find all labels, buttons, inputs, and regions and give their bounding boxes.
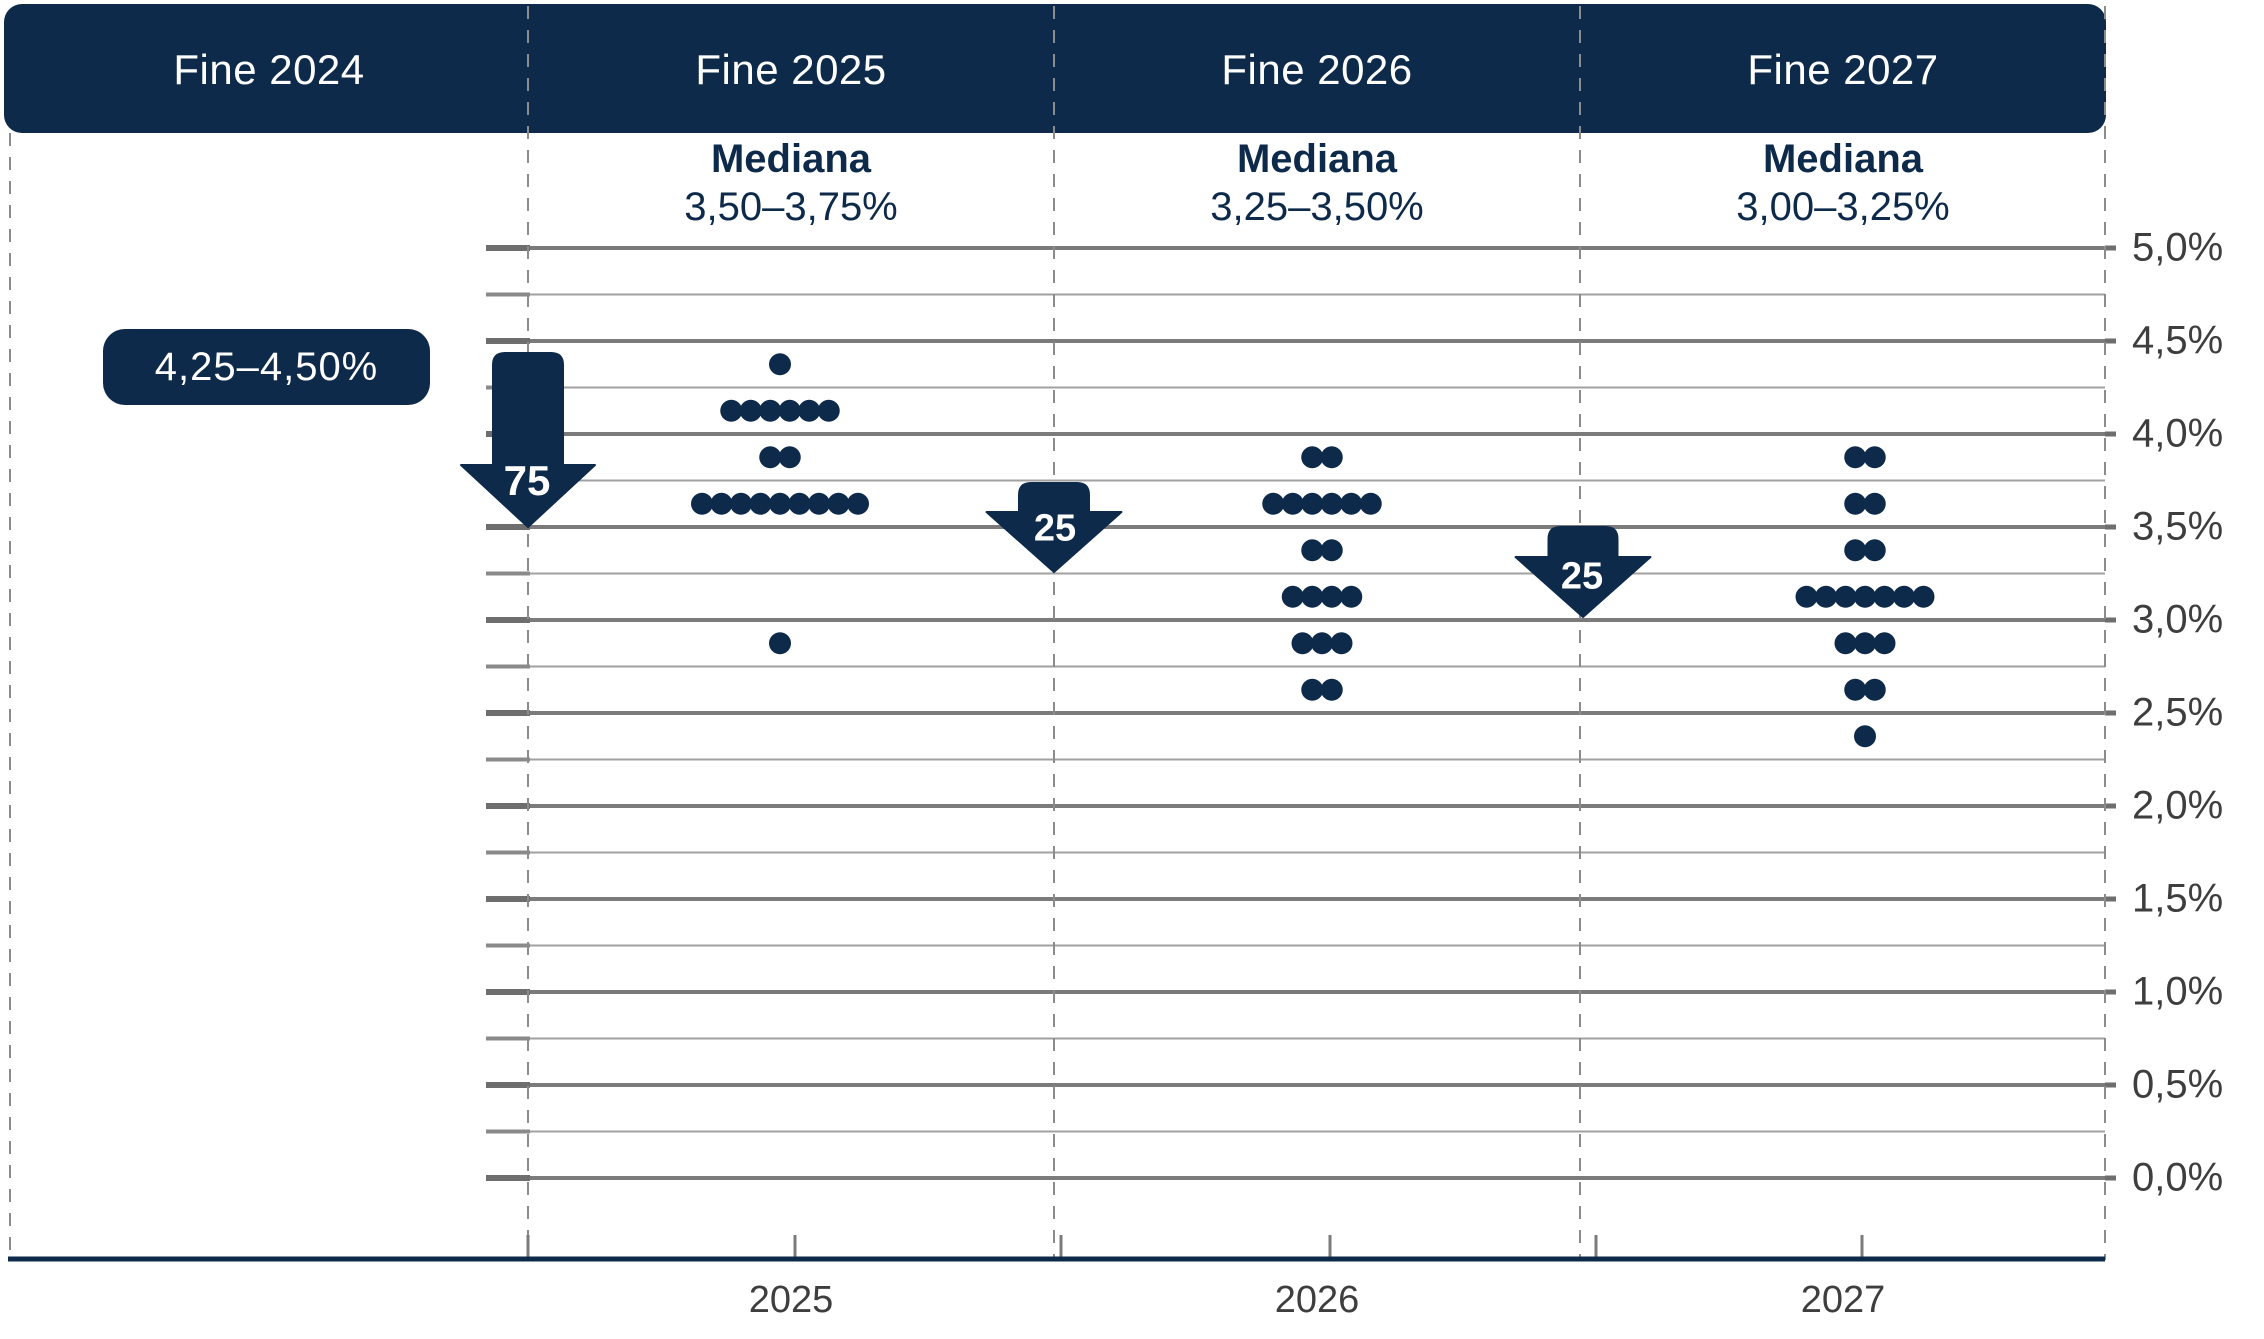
projection-dot bbox=[1311, 632, 1333, 655]
x-axis-label-2027: 2027 bbox=[1800, 1279, 1886, 1321]
projection-dot bbox=[710, 492, 733, 515]
median-range: 3,25–3,50% bbox=[1210, 185, 1424, 229]
y-axis-label: 2,0% bbox=[2132, 783, 2224, 828]
projection-dot bbox=[759, 399, 782, 422]
projection-dot bbox=[1795, 585, 1818, 608]
header-cell-fine-2026: Fine 2026 bbox=[1221, 46, 1413, 93]
rate-cut-down-arrow bbox=[460, 352, 596, 528]
projection-dot bbox=[1320, 446, 1343, 469]
projection-dot bbox=[1912, 585, 1935, 608]
projection-dot bbox=[1854, 632, 1876, 655]
projection-dot bbox=[1262, 492, 1285, 515]
median-title: Mediana bbox=[710, 137, 872, 181]
median-title: Mediana bbox=[1762, 137, 1924, 181]
projection-dot bbox=[1301, 539, 1324, 562]
projection-dot bbox=[1320, 539, 1343, 562]
projection-dot bbox=[759, 446, 782, 469]
x-axis-label-2026: 2026 bbox=[1274, 1279, 1360, 1321]
y-axis-label: 1,0% bbox=[2132, 969, 2224, 1014]
projection-dot bbox=[1320, 492, 1343, 515]
projection-dot bbox=[1854, 725, 1876, 748]
header-cell-fine-2027: Fine 2027 bbox=[1747, 46, 1939, 93]
y-axis-label: 1,5% bbox=[2132, 876, 2224, 921]
rate-cut-down-arrow bbox=[1514, 526, 1652, 618]
arrow-label-25bp-2026: 25 bbox=[1033, 507, 1077, 550]
projection-dot bbox=[1281, 492, 1304, 515]
projection-dot bbox=[1844, 492, 1867, 515]
projection-dot bbox=[769, 632, 791, 655]
y-axis-label: 2,5% bbox=[2132, 690, 2224, 735]
arrow-label-25bp-2027: 25 bbox=[1560, 555, 1604, 598]
projection-dot bbox=[1330, 632, 1353, 655]
projection-dot bbox=[817, 399, 840, 422]
y-axis-label: 4,5% bbox=[2132, 318, 2224, 363]
projection-dot bbox=[1815, 585, 1837, 608]
y-axis-label: 3,5% bbox=[2132, 504, 2224, 549]
median-title: Mediana bbox=[1236, 137, 1398, 181]
projection-dot bbox=[739, 399, 762, 422]
projection-dot bbox=[1301, 446, 1324, 469]
projection-dot bbox=[730, 492, 752, 515]
projection-dot bbox=[1844, 539, 1867, 562]
x-axis-label-2025: 2025 bbox=[748, 1279, 834, 1321]
projection-dot bbox=[778, 446, 801, 469]
current-rate-pill: 4,25–4,50% bbox=[103, 329, 430, 405]
projection-dot bbox=[1873, 632, 1896, 655]
projection-dot bbox=[1873, 585, 1896, 608]
projection-dot bbox=[1893, 585, 1915, 608]
median-range: 3,00–3,25% bbox=[1736, 185, 1950, 229]
projection-dot bbox=[1863, 492, 1886, 515]
projection-dot bbox=[769, 492, 791, 515]
header-cell-fine-2025: Fine 2025 bbox=[695, 46, 887, 93]
projection-dot bbox=[1844, 678, 1867, 701]
projection-dot bbox=[1281, 585, 1304, 608]
projection-dot bbox=[691, 492, 713, 515]
projection-dot bbox=[1834, 585, 1857, 608]
median-annotation-2026: Mediana 3,25–3,50% bbox=[1077, 136, 1557, 232]
projection-dot bbox=[1863, 539, 1886, 562]
projection-dot bbox=[749, 492, 772, 515]
y-axis-label: 0,5% bbox=[2132, 1062, 2224, 1107]
projection-dot bbox=[1359, 492, 1382, 515]
projection-dot bbox=[1301, 678, 1324, 701]
projection-dot bbox=[1340, 585, 1363, 608]
arrow-label-75bp: 75 bbox=[503, 457, 551, 504]
projection-dot bbox=[769, 353, 791, 376]
projection-dot bbox=[778, 399, 801, 422]
projection-dot bbox=[720, 399, 743, 422]
projection-dot bbox=[1320, 678, 1343, 701]
projection-dot bbox=[827, 492, 850, 515]
projection-dot bbox=[1301, 585, 1324, 608]
median-annotation-2027: Mediana 3,00–3,25% bbox=[1603, 136, 2083, 232]
projection-dot bbox=[1834, 632, 1857, 655]
projection-dot bbox=[1844, 446, 1867, 469]
y-axis-label: 4,0% bbox=[2132, 411, 2224, 456]
projection-dot bbox=[1291, 632, 1314, 655]
projection-dot bbox=[1863, 446, 1886, 469]
projection-dot bbox=[1340, 492, 1363, 515]
projection-dot bbox=[808, 492, 830, 515]
projection-dot bbox=[847, 492, 869, 515]
projection-dot bbox=[788, 492, 811, 515]
y-axis-label: 0,0% bbox=[2132, 1155, 2224, 1200]
projection-dot bbox=[1863, 678, 1886, 701]
projection-dot bbox=[798, 399, 821, 422]
median-range: 3,50–3,75% bbox=[684, 185, 898, 229]
projection-dot bbox=[1854, 585, 1876, 608]
median-annotation-2025: Mediana 3,50–3,75% bbox=[551, 136, 1031, 232]
rate-cut-down-arrow bbox=[985, 482, 1123, 573]
projection-dot bbox=[1301, 492, 1324, 515]
header-cell-fine-2024: Fine 2024 bbox=[173, 46, 365, 93]
projection-dot bbox=[1320, 585, 1343, 608]
y-axis-label: 5,0% bbox=[2132, 225, 2224, 270]
y-axis-label: 3,0% bbox=[2132, 597, 2224, 642]
